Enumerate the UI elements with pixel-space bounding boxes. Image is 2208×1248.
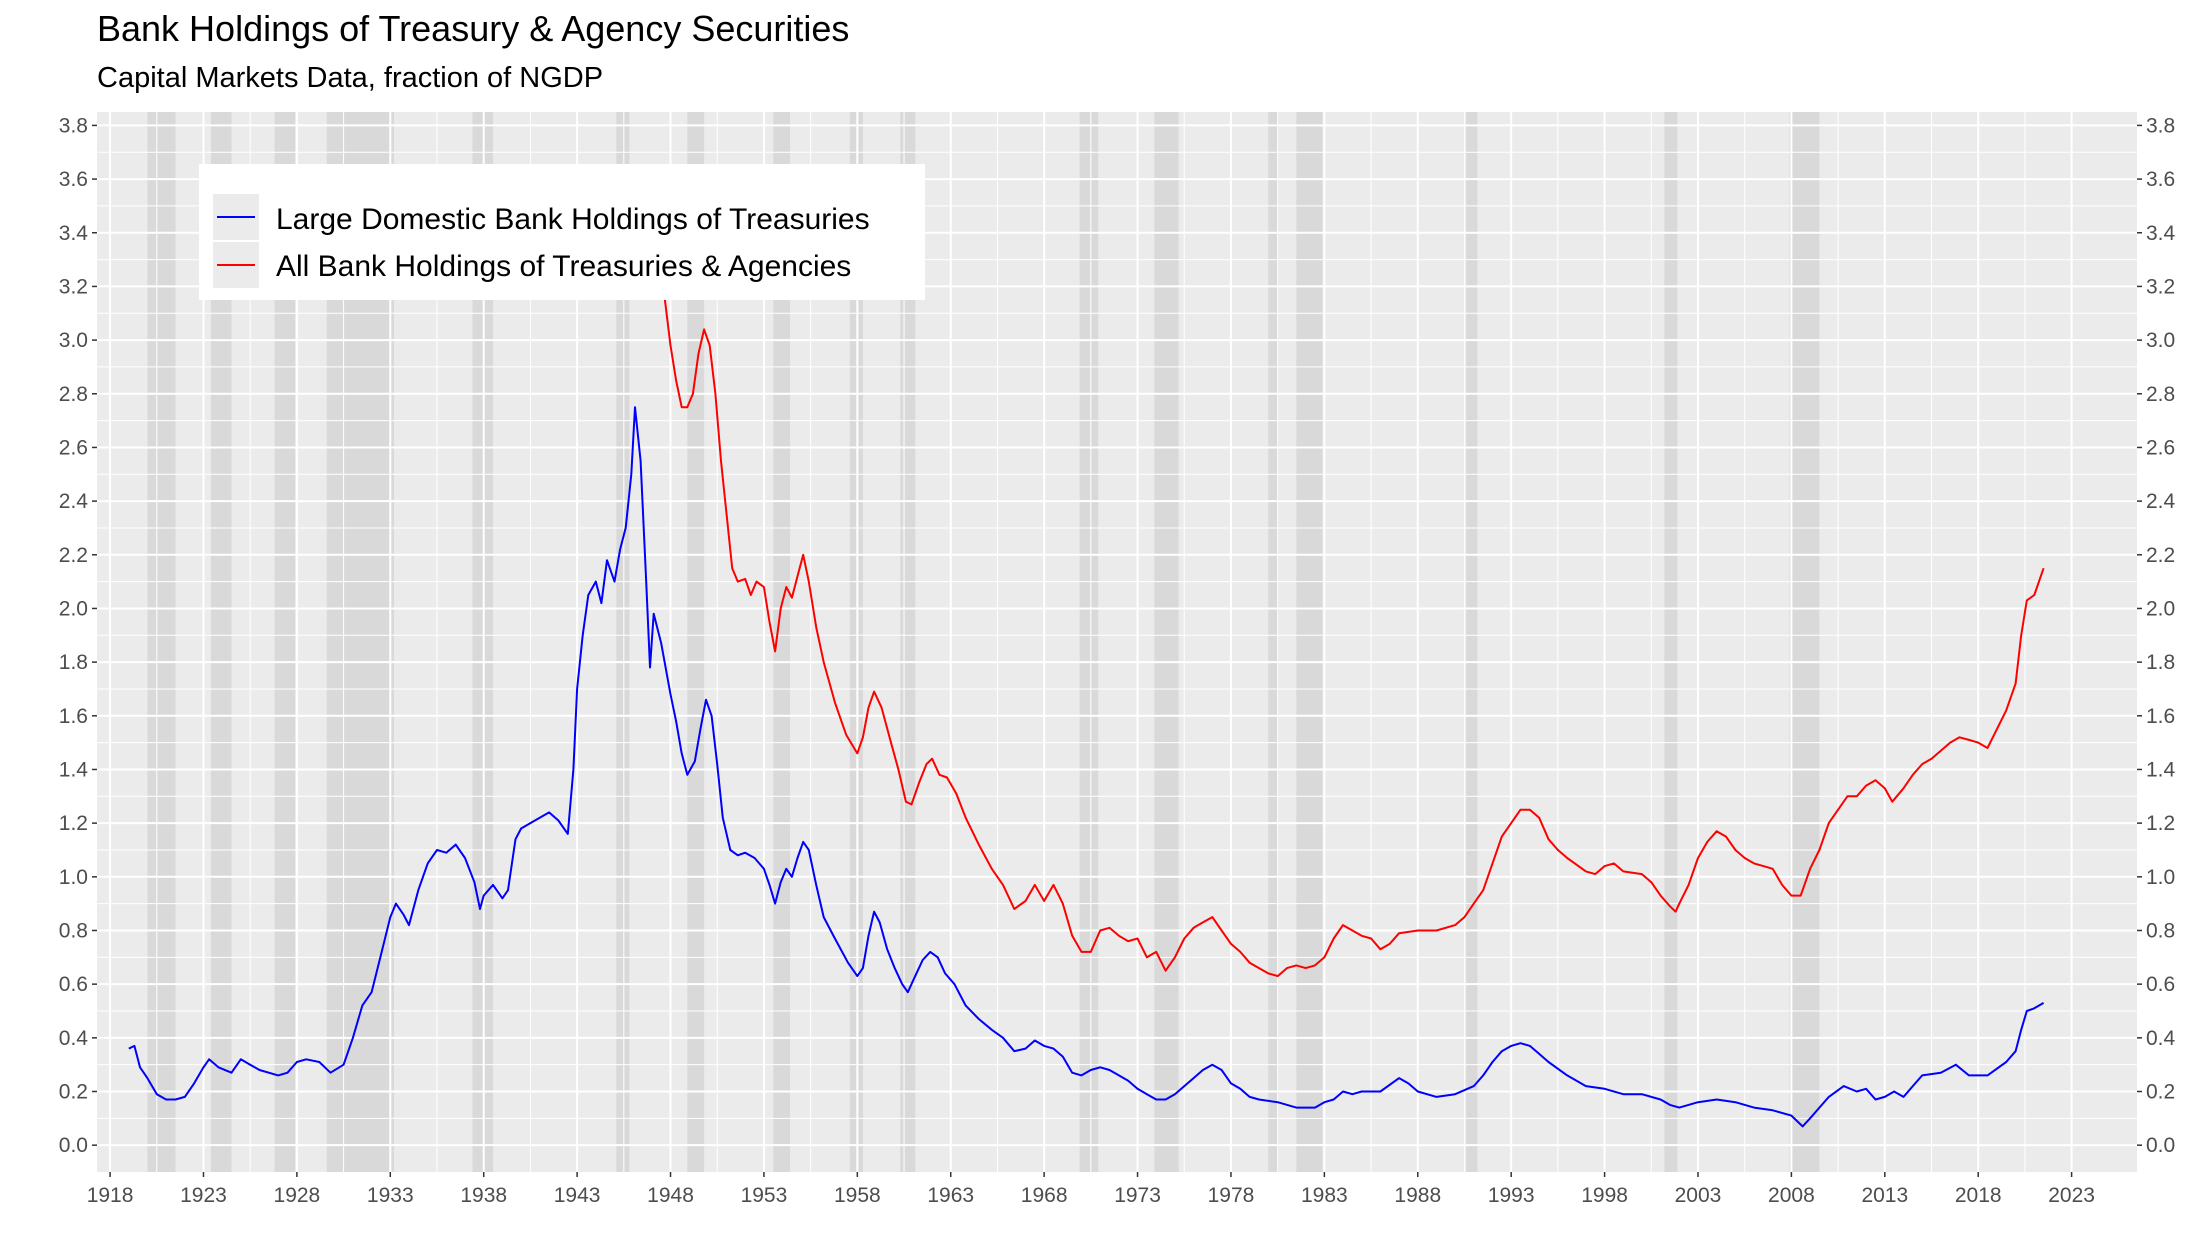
- y-tick-label-right: 2.8: [2146, 383, 2175, 406]
- x-tick-label: 2003: [1675, 1184, 1722, 1207]
- y-tick-label-right: 3.6: [2146, 168, 2175, 191]
- y-tick-label-right: 2.4: [2146, 490, 2176, 513]
- y-tick-label-right: 1.6: [2146, 705, 2175, 728]
- axes: 0.0 0.0 0.2 0.2 0.4 0.4 0.6 0.6 0.8 0.8 1.0 1.0 1.2 1…: [59, 114, 2176, 1207]
- series-line-0: [128, 406, 2045, 1128]
- x-tick-label: 1928: [274, 1184, 321, 1207]
- y-tick-label-right: 0.6: [2146, 973, 2175, 996]
- y-tick-label-right: 1.8: [2146, 651, 2175, 674]
- x-tick-label: 1958: [834, 1184, 881, 1207]
- recession-band: [1789, 112, 1820, 1172]
- y-tick-label-left: 2.4: [59, 490, 89, 513]
- x-tick-label: 1938: [460, 1184, 507, 1207]
- legend-label-0: Large Domestic Bank Holdings of Treasuri…: [276, 203, 870, 236]
- y-tick-label-left: 2.2: [59, 544, 88, 567]
- y-tick-label-left: 0.6: [59, 973, 88, 996]
- y-tick-label-left: 1.8: [59, 651, 88, 674]
- recession-band: [616, 112, 630, 1172]
- y-tick-label-left: 3.8: [59, 114, 88, 137]
- x-tick-label: 1983: [1301, 1184, 1348, 1207]
- y-tick-label-left: 2.8: [59, 383, 88, 406]
- legend: Large Domestic Bank Holdings of Treasuri…: [199, 164, 925, 300]
- recession-band: [773, 112, 791, 1172]
- y-tick-label-right: 0.0: [2146, 1134, 2175, 1157]
- y-tick-label-right: 2.6: [2146, 436, 2175, 459]
- y-tick-label-right: 3.2: [2146, 275, 2175, 298]
- y-tick-label-left: 2.0: [59, 597, 88, 620]
- recession-band: [147, 112, 176, 1172]
- y-tick-label-right: 2.2: [2146, 544, 2175, 567]
- x-tick-label: 1948: [647, 1184, 694, 1207]
- recession-band: [1268, 112, 1278, 1172]
- y-tick-label-left: 1.0: [59, 866, 88, 889]
- y-tick-label-left: 0.4: [59, 1027, 89, 1050]
- x-tick-label: 1963: [927, 1184, 974, 1207]
- y-tick-label-right: 0.2: [2146, 1080, 2175, 1103]
- x-tick-label: 2023: [2048, 1184, 2095, 1207]
- y-tick-label-right: 1.0: [2146, 866, 2175, 889]
- y-tick-label-left: 1.6: [59, 705, 88, 728]
- x-tick-label: 2013: [1861, 1184, 1908, 1207]
- recession-band: [687, 112, 705, 1172]
- x-tick-label: 1993: [1488, 1184, 1535, 1207]
- series-line-1: [643, 165, 2045, 978]
- y-tick-label-left: 3.4: [59, 222, 89, 245]
- recession-band: [1154, 112, 1179, 1172]
- x-tick-label: 1933: [367, 1184, 414, 1207]
- x-tick-label: 1953: [741, 1184, 788, 1207]
- y-tick-label-right: 3.8: [2146, 114, 2175, 137]
- recession-band: [1079, 112, 1099, 1172]
- x-tick-label: 1998: [1581, 1184, 1628, 1207]
- x-tick-label: 1973: [1114, 1184, 1161, 1207]
- x-tick-label: 1923: [180, 1184, 227, 1207]
- y-tick-label-right: 3.0: [2146, 329, 2175, 352]
- x-tick-label: 1943: [554, 1184, 601, 1207]
- y-tick-label-left: 1.2: [59, 812, 88, 835]
- y-tick-label-left: 0.8: [59, 919, 88, 942]
- y-tick-label-left: 3.2: [59, 275, 88, 298]
- x-tick-label: 1918: [87, 1184, 134, 1207]
- x-tick-label: 2008: [1768, 1184, 1815, 1207]
- legend-label-1: All Bank Holdings of Treasuries & Agenci…: [276, 250, 851, 283]
- series-lines: [128, 165, 2045, 1128]
- x-tick-label: 1978: [1208, 1184, 1255, 1207]
- recession-band: [210, 112, 232, 1172]
- y-tick-label-right: 0.4: [2146, 1027, 2176, 1050]
- y-tick-label-right: 0.8: [2146, 919, 2175, 942]
- y-tick-label-left: 0.2: [59, 1080, 88, 1103]
- legend-box: [199, 164, 925, 300]
- y-tick-label-left: 0.0: [59, 1134, 88, 1157]
- y-tick-label-left: 1.4: [59, 758, 89, 781]
- y-tick-label-right: 2.0: [2146, 597, 2175, 620]
- chart-subtitle: Capital Markets Data, fraction of NGDP: [97, 62, 604, 94]
- y-tick-label-left: 3.6: [59, 168, 88, 191]
- y-tick-label-left: 3.0: [59, 329, 88, 352]
- recession-band: [274, 112, 296, 1172]
- chart-title: Bank Holdings of Treasury & Agency Secur…: [97, 8, 850, 49]
- x-tick-label: 1988: [1394, 1184, 1441, 1207]
- y-tick-label-right: 1.2: [2146, 812, 2175, 835]
- y-tick-label-left: 2.6: [59, 436, 88, 459]
- recession-band: [1664, 112, 1678, 1172]
- x-tick-label: 1968: [1021, 1184, 1068, 1207]
- y-tick-label-right: 3.4: [2146, 222, 2176, 245]
- recession-band: [1296, 112, 1323, 1172]
- y-tick-label-right: 1.4: [2146, 758, 2176, 781]
- x-tick-label: 2018: [1955, 1184, 2002, 1207]
- recession-band: [1466, 112, 1478, 1172]
